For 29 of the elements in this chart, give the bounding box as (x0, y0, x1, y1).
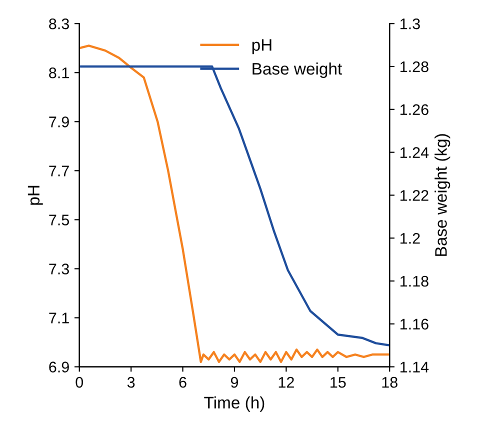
y2-tick-label: 1.3 (400, 18, 420, 30)
y2-tick-label: 1.16 (400, 318, 428, 330)
y2-tick-label: 1.24 (400, 147, 429, 158)
y2-tick-label: 1.14 (400, 362, 429, 372)
legend-label: pH (252, 39, 272, 54)
x-tick-label: 6 (179, 376, 186, 388)
y-tick-label: 7.7 (49, 166, 69, 176)
y2-tick-label: 1.2 (400, 232, 420, 244)
x-tick-label: 15 (330, 377, 346, 388)
x-tick-label: 18 (382, 376, 398, 388)
y2-tick-label: 1.18 (400, 276, 428, 287)
legend-label: Base weight (252, 62, 342, 78)
y-tick-label: 8.3 (49, 18, 69, 30)
y-tick-label: 7.9 (49, 116, 69, 128)
y2-tick-label: 1.22 (400, 190, 428, 201)
y-tick-label: 7.3 (49, 264, 69, 274)
y2-tick-label: 1.26 (400, 104, 428, 116)
y2-tick-label: 1.28 (400, 61, 428, 72)
x-axis-title: Time (h) (204, 396, 264, 412)
y-tick-label: 7.1 (49, 312, 69, 324)
y-axis-title: pH (28, 186, 43, 205)
x-tick-label: 0 (76, 376, 84, 388)
y2-axis-title: Base weight (kg) (434, 134, 450, 256)
y-tick-label: 7.5 (49, 214, 70, 226)
x-tick-label: 12 (278, 376, 294, 388)
x-tick-label: 9 (230, 376, 238, 388)
x-tick-label: 3 (127, 376, 135, 388)
y-tick-label: 8.1 (49, 67, 69, 78)
y-tick-label: 6.9 (49, 362, 69, 372)
